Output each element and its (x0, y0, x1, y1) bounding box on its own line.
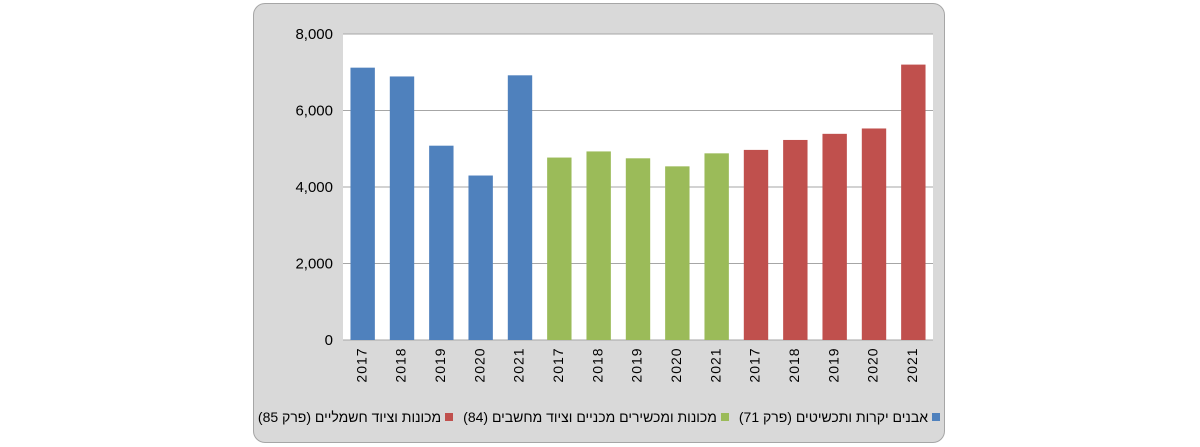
legend-swatch (445, 413, 454, 421)
y-tick-label: 6,000 (295, 103, 333, 120)
bar (350, 67, 375, 340)
x-tick-label: 2018 (786, 347, 802, 382)
bar (783, 139, 808, 340)
x-tick-label: 2021 (707, 347, 723, 382)
x-tick-label: 2018 (393, 347, 409, 382)
bar (507, 75, 533, 340)
x-tick-label: 2020 (668, 347, 684, 382)
x-tick-label: 2021 (904, 347, 920, 382)
legend-label: מכונות וציוד חשמליים (פרק 85) (257, 409, 442, 425)
y-tick-label: 2,000 (295, 256, 333, 273)
bar (468, 175, 493, 340)
legend: אבנים יקרות ותכשיטים (פרק 71) מכונות ומכש… (258, 405, 940, 429)
bar (429, 145, 454, 340)
bar (861, 128, 887, 340)
x-tick-label: 2020 (865, 347, 881, 382)
y-tick-label: 8,000 (295, 26, 333, 43)
legend-item: מכונות ומכשירים מכניים וציוד מחשבים (84) (463, 409, 729, 425)
x-tick-label: 2019 (629, 347, 645, 382)
legend-item: אבנים יקרות ותכשיטים (פרק 71) (739, 409, 940, 425)
bar (901, 64, 926, 340)
x-tick-label: 2017 (353, 347, 369, 382)
y-tick-label: 4,000 (295, 179, 333, 196)
x-tick-label: 2017 (747, 347, 763, 382)
bar (586, 151, 611, 340)
x-tick-label: 2019 (825, 347, 841, 382)
x-tick-label: 2019 (432, 347, 448, 382)
legend-label: מכונות ומכשירים מכניים וציוד מחשבים (84) (463, 409, 717, 425)
legend-item: מכונות וציוד חשמליים (פרק 85) (257, 409, 454, 425)
bar (743, 149, 769, 340)
legend-label: אבנים יקרות ותכשיטים (פרק 71) (738, 409, 928, 425)
bar (704, 153, 729, 340)
bar (822, 133, 847, 340)
x-tick-label: 2020 (471, 347, 487, 382)
x-tick-label: 2021 (511, 347, 527, 382)
legend-swatch (720, 413, 729, 421)
bar (625, 158, 651, 340)
bar (665, 166, 690, 340)
bar (389, 76, 415, 341)
bar (547, 157, 572, 340)
x-tick-label: 2017 (550, 347, 566, 382)
legend-swatch (932, 413, 940, 421)
y-tick-label: 0 (325, 332, 333, 349)
x-tick-label: 2018 (589, 347, 605, 382)
